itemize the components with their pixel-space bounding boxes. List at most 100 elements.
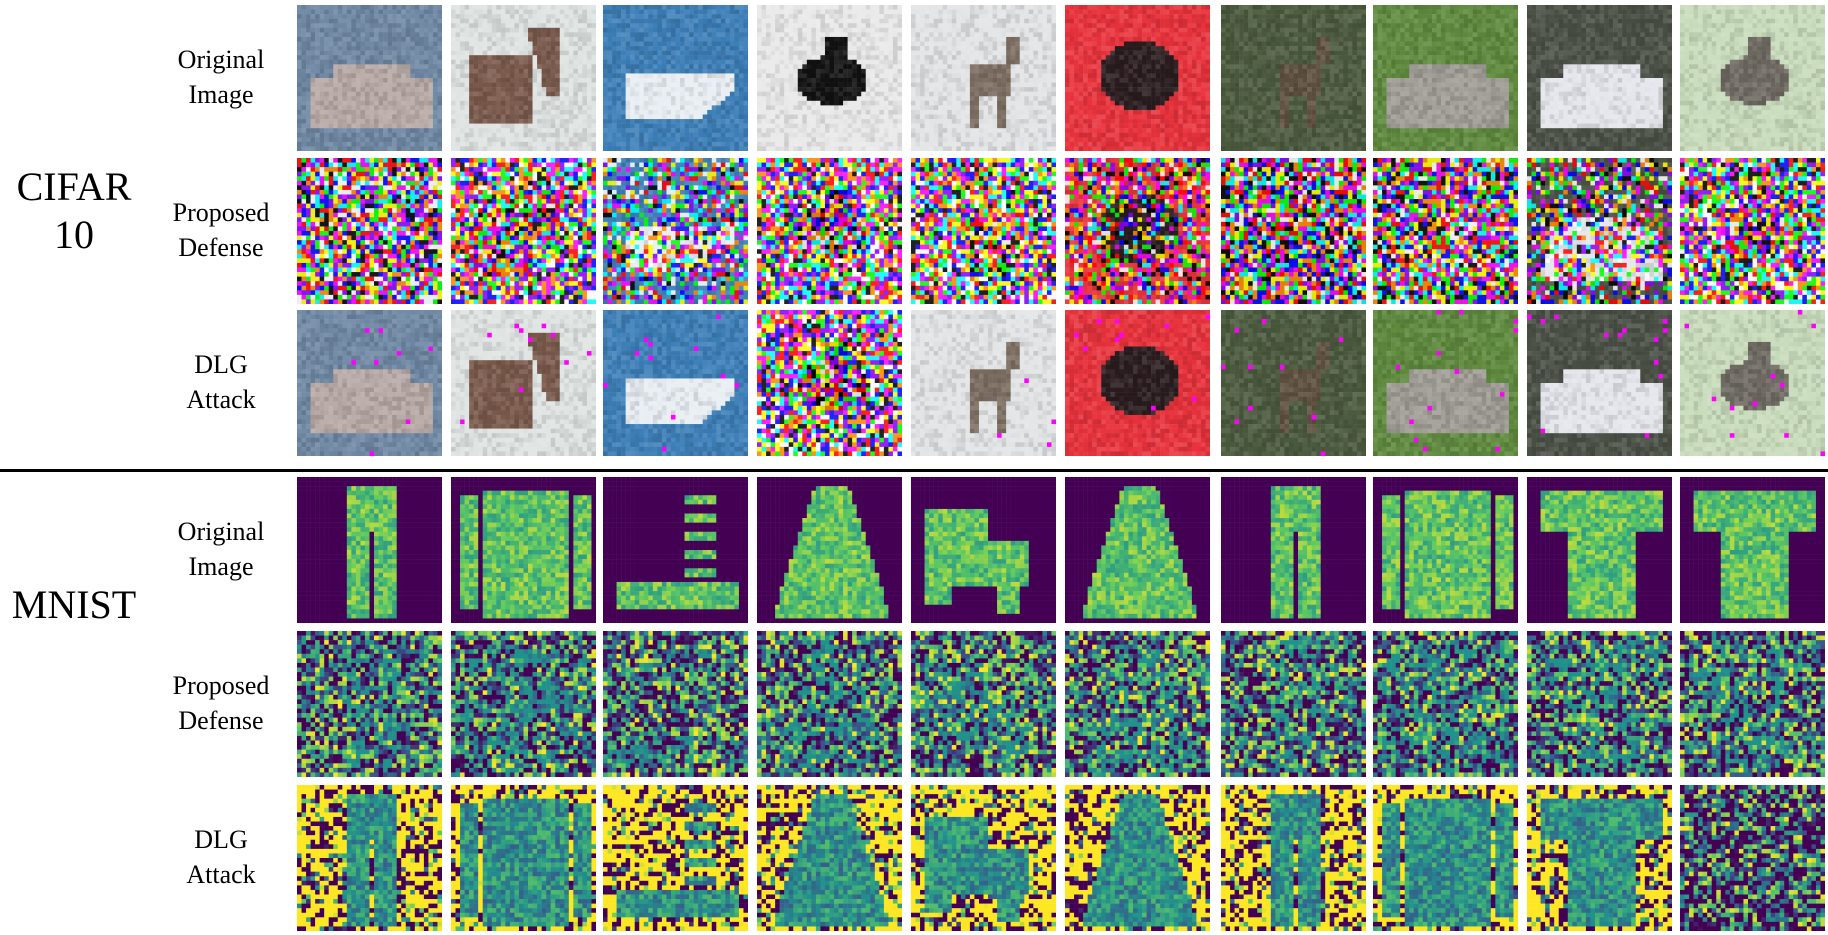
shirt-image: [451, 631, 596, 777]
t-shirt-image: [1527, 785, 1672, 931]
ship-image: [603, 5, 748, 151]
bird-image: [1680, 310, 1825, 456]
cifar-defense-tile-bird: [757, 158, 902, 304]
mnist-original-tile-trouser: [297, 477, 442, 623]
t-shirt-image: [1680, 785, 1825, 931]
ship-image: [603, 158, 748, 304]
row-label-defense: Proposed Defense: [150, 195, 292, 265]
mnist-original-tile-ankle-boot: [911, 477, 1056, 623]
row-label-line: Attack: [150, 382, 292, 417]
cifar-attack-tile-ship: [603, 310, 748, 456]
mnist-original-tile-t-shirt: [1527, 477, 1672, 623]
cifar-defense-tile-automobile: [1527, 158, 1672, 304]
dataset-label-line: MNIST: [0, 581, 148, 629]
cifar-attack-tile-deer: [911, 310, 1056, 456]
mnist-attack-tile-trouser: [1221, 785, 1366, 931]
car-image: [297, 310, 442, 456]
cifar-original-tile-frog: [1065, 5, 1210, 151]
mnist-attack-tile-shirt: [451, 785, 596, 931]
mnist-defense-tile-dress: [757, 631, 902, 777]
ankle-boot-image: [911, 631, 1056, 777]
row-label-line: Image: [150, 77, 292, 112]
row-label-line: Original: [150, 514, 292, 549]
mnist-defense-tile-ankle-boot: [911, 631, 1056, 777]
cifar-defense-tile-frog: [1065, 158, 1210, 304]
shirt-image: [1373, 785, 1518, 931]
car-image: [297, 158, 442, 304]
truck-image: [451, 158, 596, 304]
row-label-attack: DLG Attack: [150, 347, 292, 417]
cifar-original-tile-car: [297, 5, 442, 151]
cifar-defense-tile-automobile: [1373, 158, 1518, 304]
row-label-attack: DLG Attack: [150, 822, 292, 892]
cifar-defense-tile-bird: [1680, 158, 1825, 304]
shirt-image: [451, 477, 596, 623]
truck-image: [451, 5, 596, 151]
row-label-line: Proposed: [150, 195, 292, 230]
sandal-image: [603, 477, 748, 623]
mnist-defense-tile-shirt: [1373, 631, 1518, 777]
t-shirt-image: [1527, 477, 1672, 623]
mnist-attack-tile-shirt: [1373, 785, 1518, 931]
ankle-boot-image: [911, 785, 1056, 931]
mnist-attack-tile-trouser: [297, 785, 442, 931]
sandal-image: [603, 631, 748, 777]
dress-image: [1065, 477, 1210, 623]
cifar-attack-tile-deer: [1221, 310, 1366, 456]
mnist-attack-tile-t-shirt: [1527, 785, 1672, 931]
cifar-original-tile-automobile: [1373, 5, 1518, 151]
row-label-original: Original Image: [150, 42, 292, 112]
mnist-defense-tile-t-shirt: [1680, 631, 1825, 777]
cifar-defense-tile-truck: [451, 158, 596, 304]
mnist-attack-tile-dress: [1065, 785, 1210, 931]
automobile-image: [1373, 5, 1518, 151]
bird-image: [757, 5, 902, 151]
deer-image: [1221, 5, 1366, 151]
t-shirt-image: [1680, 631, 1825, 777]
ship-image: [603, 310, 748, 456]
mnist-defense-tile-shirt: [451, 631, 596, 777]
frog-image: [1065, 5, 1210, 151]
row-label-line: Image: [150, 549, 292, 584]
sandal-image: [603, 785, 748, 931]
frog-image: [1065, 310, 1210, 456]
cifar-original-tile-ship: [603, 5, 748, 151]
dress-image: [757, 631, 902, 777]
row-label-defense: Proposed Defense: [150, 668, 292, 738]
cifar-original-tile-deer: [1221, 5, 1366, 151]
car-image: [297, 5, 442, 151]
bird-image: [757, 310, 902, 456]
mnist-original-tile-trouser: [1221, 477, 1366, 623]
trouser-image: [297, 477, 442, 623]
shirt-image: [1373, 631, 1518, 777]
mnist-attack-tile-ankle-boot: [911, 785, 1056, 931]
row-label-line: Defense: [150, 703, 292, 738]
cifar-original-tile-deer: [911, 5, 1056, 151]
row-label-line: Original: [150, 42, 292, 77]
mnist-defense-tile-trouser: [297, 631, 442, 777]
dataset-divider: [0, 469, 1828, 472]
mnist-defense-tile-dress: [1065, 631, 1210, 777]
cifar-defense-tile-deer: [1221, 158, 1366, 304]
mnist-original-tile-dress: [1065, 477, 1210, 623]
mnist-attack-tile-sandal: [603, 785, 748, 931]
t-shirt-image: [1680, 477, 1825, 623]
trouser-image: [1221, 785, 1366, 931]
cifar-defense-tile-car: [297, 158, 442, 304]
deer-image: [1221, 158, 1366, 304]
shirt-image: [451, 785, 596, 931]
bird-image: [1680, 5, 1825, 151]
ankle-boot-image: [911, 477, 1056, 623]
cifar-attack-tile-car: [297, 310, 442, 456]
mnist-defense-tile-sandal: [603, 631, 748, 777]
mnist-original-tile-shirt: [1373, 477, 1518, 623]
cifar-original-tile-automobile: [1527, 5, 1672, 151]
frog-image: [1065, 158, 1210, 304]
cifar-attack-tile-automobile: [1527, 310, 1672, 456]
dataset-label-mnist: MNIST: [0, 581, 148, 629]
cifar-attack-tile-bird: [1680, 310, 1825, 456]
cifar-attack-tile-automobile: [1373, 310, 1518, 456]
cifar-attack-tile-bird: [757, 310, 902, 456]
row-label-line: DLG: [150, 822, 292, 857]
shirt-image: [1373, 477, 1518, 623]
